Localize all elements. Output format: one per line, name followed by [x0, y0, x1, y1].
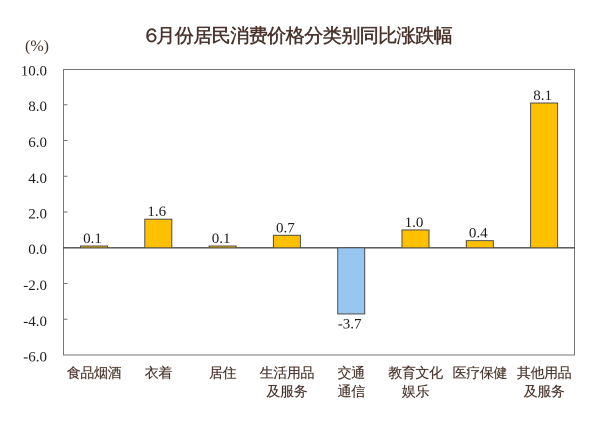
svg-text:0.7: 0.7 [276, 220, 295, 236]
svg-text:-2.0: -2.0 [23, 278, 47, 294]
svg-text:10.0: 10.0 [21, 64, 47, 80]
svg-text:0.4: 0.4 [469, 226, 488, 242]
svg-text:0.0: 0.0 [28, 242, 47, 258]
svg-text:1.0: 1.0 [405, 215, 424, 231]
svg-text:4.0: 4.0 [28, 171, 47, 187]
svg-text:2.0: 2.0 [28, 207, 47, 223]
svg-text:8.0: 8.0 [28, 99, 47, 115]
svg-text:-3.7: -3.7 [338, 317, 362, 333]
svg-text:-6.0: -6.0 [23, 350, 47, 366]
svg-text:6.0: 6.0 [28, 135, 47, 151]
svg-text:0.1: 0.1 [83, 231, 102, 247]
svg-text:1.6: 1.6 [147, 204, 166, 220]
svg-text:-4.0: -4.0 [23, 314, 47, 330]
svg-text:0.1: 0.1 [212, 231, 231, 247]
svg-text:8.1: 8.1 [533, 88, 552, 104]
svg-text:(%): (%) [25, 38, 49, 55]
